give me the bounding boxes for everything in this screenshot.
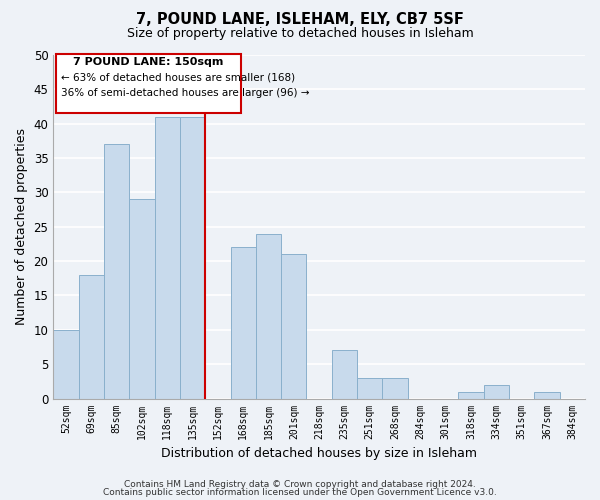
Bar — [281, 254, 307, 398]
Bar — [155, 117, 180, 398]
Bar — [104, 144, 129, 398]
X-axis label: Distribution of detached houses by size in Isleham: Distribution of detached houses by size … — [161, 447, 477, 460]
Bar — [53, 330, 79, 398]
Bar — [332, 350, 357, 399]
Text: ← 63% of detached houses are smaller (168): ← 63% of detached houses are smaller (16… — [61, 73, 295, 83]
Text: Size of property relative to detached houses in Isleham: Size of property relative to detached ho… — [127, 28, 473, 40]
Text: 36% of semi-detached houses are larger (96) →: 36% of semi-detached houses are larger (… — [61, 88, 310, 98]
Bar — [256, 234, 281, 398]
Text: Contains HM Land Registry data © Crown copyright and database right 2024.: Contains HM Land Registry data © Crown c… — [124, 480, 476, 489]
Bar — [230, 248, 256, 398]
Bar — [180, 117, 205, 398]
Bar — [382, 378, 408, 398]
Text: 7, POUND LANE, ISLEHAM, ELY, CB7 5SF: 7, POUND LANE, ISLEHAM, ELY, CB7 5SF — [136, 12, 464, 28]
Text: 7 POUND LANE: 150sqm: 7 POUND LANE: 150sqm — [73, 57, 223, 67]
Bar — [357, 378, 382, 398]
FancyBboxPatch shape — [56, 54, 241, 114]
Text: Contains public sector information licensed under the Open Government Licence v3: Contains public sector information licen… — [103, 488, 497, 497]
Bar — [535, 392, 560, 398]
Y-axis label: Number of detached properties: Number of detached properties — [15, 128, 28, 326]
Bar — [79, 275, 104, 398]
Bar — [484, 385, 509, 398]
Bar — [458, 392, 484, 398]
Bar — [129, 200, 155, 398]
